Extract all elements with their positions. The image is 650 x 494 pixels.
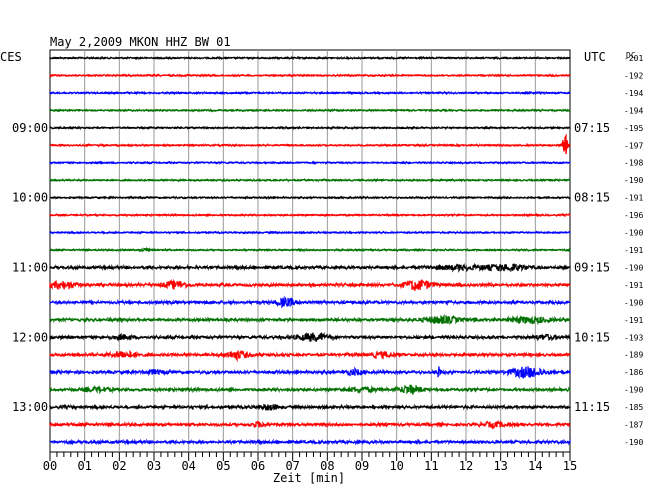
x-tick-label: 08 <box>320 459 334 473</box>
x-tick-label: 15 <box>563 459 577 473</box>
seismic-trace <box>49 384 571 395</box>
trace-group <box>49 55 571 446</box>
dc-value: -190 <box>624 298 643 307</box>
x-tick-label: 09 <box>355 459 369 473</box>
seismic-trace <box>49 125 571 131</box>
left-time-label: 12:00 <box>12 330 48 344</box>
x-tick-label: 00 <box>43 459 57 473</box>
dc-value: -190 <box>624 263 643 272</box>
seismic-trace <box>49 55 571 61</box>
dc-value: -187 <box>624 421 643 430</box>
right-time-label: 10:15 <box>574 330 610 344</box>
seismic-trace <box>49 278 571 292</box>
seismic-trace <box>49 438 571 446</box>
right-time-label: 07:15 <box>574 121 610 135</box>
right-timezone-label: UTC <box>584 50 606 64</box>
dc-value: -190 <box>624 176 643 185</box>
seismic-trace <box>49 366 571 380</box>
seismic-trace <box>49 419 571 430</box>
left-time-label: 13:00 <box>12 400 48 414</box>
seismic-trace <box>49 212 571 218</box>
seismic-trace <box>49 133 571 155</box>
seismic-trace <box>49 177 571 183</box>
dc-value: -185 <box>624 403 643 412</box>
x-tick-label: 06 <box>251 459 265 473</box>
dc-value: -191 <box>624 194 643 203</box>
seismic-trace <box>49 160 571 165</box>
left-time-label: 11:00 <box>12 260 48 274</box>
dc-value: -191 <box>624 316 643 325</box>
chart-title: May 2,2009 MKON HHZ BW 01 <box>50 35 231 49</box>
x-tick-label: 04 <box>181 459 195 473</box>
left-timezone-label: CES <box>0 50 22 64</box>
right-time-label: 08:15 <box>574 191 610 205</box>
x-tick-label: 10 <box>389 459 403 473</box>
x-axis-ticks: 00 01 02 03 04 05 06 07 08 09 10 11 12 13 14 15 <box>43 452 577 473</box>
dc-value: -197 <box>624 141 643 150</box>
seismic-trace <box>49 403 571 411</box>
left-time-label: 10:00 <box>12 191 48 205</box>
dc-values: -201 -192 -194 -194 -195 -197 -198 -190 -191 -196… <box>624 54 643 447</box>
right-time-label: 11:15 <box>574 400 610 414</box>
left-time-label: 09:00 <box>12 121 48 135</box>
x-tick-label: 03 <box>147 459 161 473</box>
x-tick-label: 02 <box>112 459 126 473</box>
right-time-labels: 07:15 08:15 09:15 10:15 11:15 <box>574 121 610 414</box>
dc-value: -194 <box>624 106 643 115</box>
x-tick-label: 14 <box>528 459 542 473</box>
left-time-labels: 09:00 10:00 11:00 12:00 13:00 <box>12 121 48 414</box>
dc-value: -196 <box>624 211 643 220</box>
seismic-trace <box>49 195 571 200</box>
x-axis-label: Zeit [min] <box>273 471 345 485</box>
dc-value: -192 <box>624 71 643 80</box>
seismic-trace <box>49 230 571 235</box>
x-tick-label: 05 <box>216 459 230 473</box>
dc-value: -189 <box>624 351 643 360</box>
x-tick-label: 01 <box>77 459 91 473</box>
dc-value: -194 <box>624 89 643 98</box>
seismic-trace <box>49 295 571 309</box>
dc-value: -195 <box>624 124 643 133</box>
dc-value: -186 <box>624 368 643 377</box>
seismic-trace <box>49 90 571 96</box>
dc-value: -201 <box>624 54 643 63</box>
dc-header-label: DC <box>626 51 636 60</box>
dc-value: -190 <box>624 438 643 447</box>
x-tick-label: 13 <box>493 459 507 473</box>
dc-value: -191 <box>624 281 643 290</box>
seismic-trace <box>49 246 571 253</box>
dc-value: -190 <box>624 386 643 395</box>
x-tick-label: 12 <box>459 459 473 473</box>
x-tick-label: 07 <box>285 459 299 473</box>
seismic-trace <box>49 262 571 273</box>
dc-value: -193 <box>624 333 643 342</box>
x-tick-label: 11 <box>424 459 438 473</box>
dc-value: -198 <box>624 159 643 168</box>
seismic-trace <box>49 108 571 113</box>
dc-value: -191 <box>624 246 643 255</box>
right-time-label: 09:15 <box>574 260 610 274</box>
seismic-trace <box>49 349 571 363</box>
plot-frame <box>49 49 571 453</box>
seismic-trace <box>49 313 571 326</box>
dc-value: -190 <box>624 229 643 238</box>
seismic-trace <box>49 331 571 342</box>
seismic-trace <box>49 73 571 78</box>
